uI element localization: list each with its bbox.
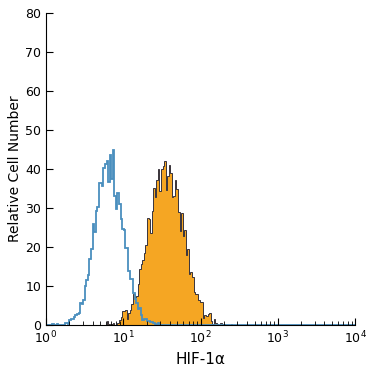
X-axis label: HIF-1α: HIF-1α (176, 352, 226, 367)
Y-axis label: Relative Cell Number: Relative Cell Number (8, 96, 22, 242)
